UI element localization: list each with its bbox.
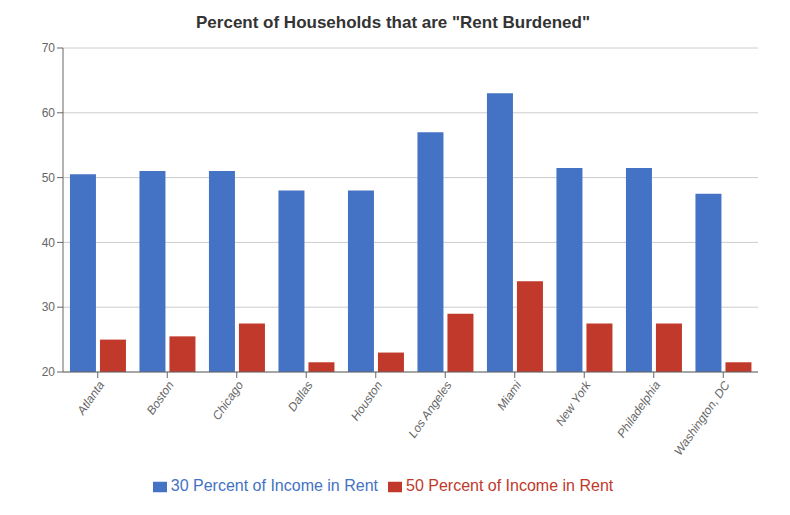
- html-text:Percent of Households that are: Percent of Households that are "Rent Bur…: [196, 13, 590, 32]
- svg-text:Miami: Miami: [494, 378, 524, 413]
- html-text:30 Percent of Income in Rent: 30 Percent of Income in Rent: [170, 477, 378, 494]
- svg-text:Houston: Houston: [348, 378, 385, 423]
- svg-text:40: 40: [42, 236, 56, 250]
- svg-text:Los Angeles: Los Angeles: [406, 379, 455, 441]
- svg-text:70: 70: [42, 41, 56, 55]
- svg-text:Boston: Boston: [144, 378, 177, 417]
- svg-text:Washington, DC: Washington, DC: [671, 378, 733, 458]
- svg-text:60: 60: [42, 106, 56, 120]
- svg-text:30: 30: [42, 300, 56, 314]
- svg-text:New York: New York: [553, 378, 594, 429]
- svg-text:Chicago: Chicago: [209, 378, 246, 422]
- html-text:50 Percent of Income in Rent: 50 Percent of Income in Rent: [406, 477, 614, 494]
- svg-text:20: 20: [42, 365, 56, 379]
- svg-text:50: 50: [42, 171, 56, 185]
- svg-text:Dallas: Dallas: [285, 379, 316, 414]
- svg-text:Atlanta: Atlanta: [74, 378, 108, 418]
- svg-text:Philadelphia: Philadelphia: [614, 378, 663, 440]
